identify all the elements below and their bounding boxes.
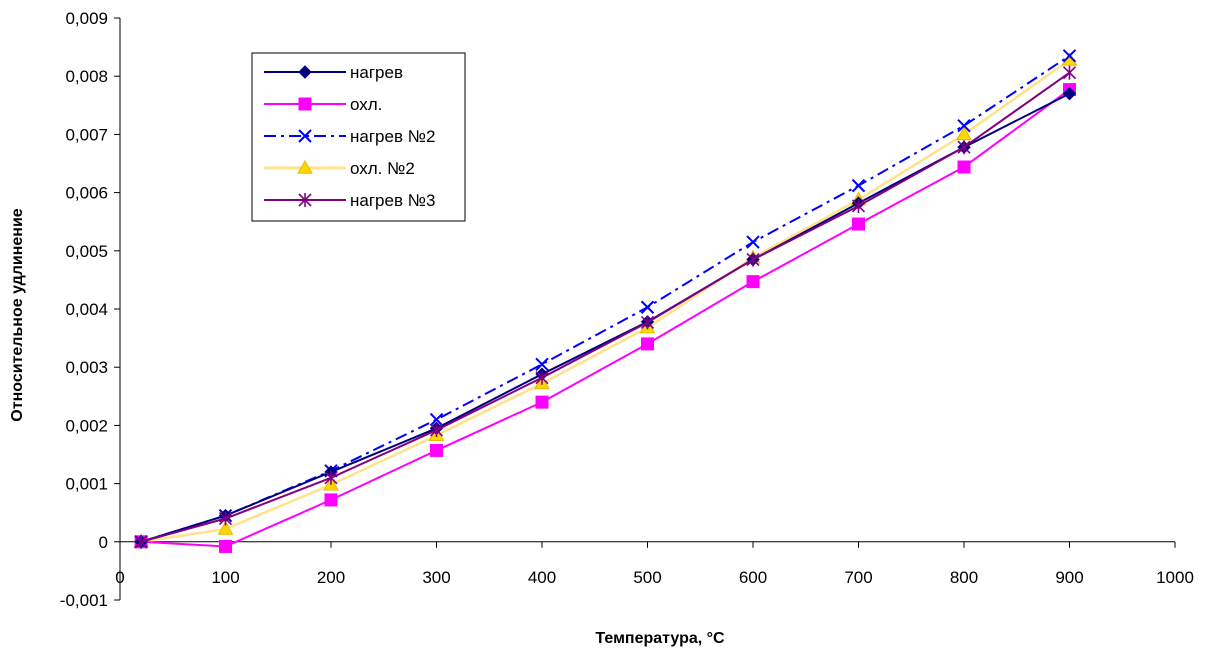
y-tick-label: 0,006 <box>65 184 108 203</box>
y-tick-label: 0,002 <box>65 416 108 435</box>
legend-label: охл. №2 <box>350 159 415 178</box>
series-2-line <box>141 88 1071 548</box>
series-2-point <box>324 493 338 507</box>
series-3-point-stroke <box>957 118 971 133</box>
series-2 <box>134 83 1076 553</box>
series-5-point <box>851 198 866 213</box>
y-tick-label: -0,001 <box>60 591 108 610</box>
x-tick-label: 600 <box>739 568 767 587</box>
axes: -0,001 0 0,001 0,002 0,003 0,004 0,005 0,006 0,0… <box>60 9 1194 610</box>
legend-item: охл. <box>264 95 382 114</box>
series-5-point <box>134 534 148 549</box>
legend: нагрев охл. нагрев №2 охл. №2 нагрев №3 <box>251 52 466 222</box>
y-tick-label: 0,005 <box>65 242 108 261</box>
legend-label: нагрев №2 <box>350 127 435 146</box>
x-tick-label: 700 <box>844 568 872 587</box>
series-2-point <box>746 275 760 289</box>
y-tick-label: 0,009 <box>65 9 108 28</box>
x-tick-label: 0 <box>115 568 124 587</box>
legend-marker <box>297 159 313 174</box>
series-3-point-stroke <box>429 412 444 427</box>
legend-marker <box>298 129 312 143</box>
series-1-point <box>1062 86 1077 101</box>
series-5-point <box>218 511 233 526</box>
series-2-point <box>219 539 232 553</box>
series-5-point <box>640 315 655 330</box>
series-4-point <box>217 520 234 535</box>
series-5 <box>134 65 1077 549</box>
series-3-point-stroke <box>640 300 655 314</box>
y-tick-label: 0,003 <box>65 358 108 377</box>
series-2-point <box>535 395 549 409</box>
series-2-point <box>430 443 443 457</box>
y-tick-label: 0,004 <box>65 300 108 319</box>
series-3-point <box>851 178 866 193</box>
legend-item: нагрев №2 <box>264 127 435 146</box>
series-5-point <box>324 470 338 485</box>
x-tick-label: 400 <box>528 568 556 587</box>
legend-marker <box>298 97 312 111</box>
series-layer <box>133 49 1078 553</box>
y-tick-label: 0,007 <box>65 125 108 144</box>
y-tick-label: 0,008 <box>65 67 108 86</box>
x-tick-label: 100 <box>211 568 239 587</box>
series-3-point <box>957 118 971 133</box>
legend-marker-stroke <box>298 129 312 143</box>
x-tick-label: 900 <box>1055 568 1083 587</box>
series-3-point-stroke <box>535 357 549 371</box>
legend-label: охл. <box>350 95 382 114</box>
series-5-point <box>1062 65 1077 80</box>
legend-box <box>251 52 466 222</box>
series-3-point <box>429 412 444 427</box>
series-3-point <box>640 300 655 314</box>
x-tick-label: 500 <box>633 568 661 587</box>
series-3-point-stroke <box>1062 49 1077 63</box>
series-5-point <box>746 252 760 267</box>
series-3-point <box>746 235 760 249</box>
series-5-line <box>140 71 1071 543</box>
series-2-point <box>852 217 865 231</box>
series-4-point <box>956 126 972 141</box>
legend-marker <box>298 193 312 207</box>
series-3-point-stroke <box>746 235 760 249</box>
legend-label: нагрев <box>350 63 403 82</box>
legend-item: охл. №2 <box>264 159 415 178</box>
series-3-point <box>535 357 549 371</box>
series-1-line <box>140 92 1070 543</box>
legend-item: нагрев <box>264 63 403 82</box>
x-tick-label: 300 <box>422 568 450 587</box>
y-axis-title: Относительное удлинение <box>9 208 26 421</box>
y-tick-label: 0,001 <box>65 475 108 494</box>
y-tick-label: 0 <box>99 533 108 552</box>
legend-item: нагрев №3 <box>264 191 435 210</box>
series-5-point <box>429 423 444 438</box>
series-3-point <box>1062 49 1077 63</box>
legend-label: нагрев №3 <box>350 191 435 210</box>
series-5-point <box>535 370 549 385</box>
legend-marker <box>298 65 312 79</box>
series-2-point <box>957 160 971 174</box>
series-3-point-stroke <box>851 178 866 193</box>
x-tick-label: 1000 <box>1156 568 1194 587</box>
series-2-point <box>641 337 654 351</box>
series-5-point <box>957 140 971 155</box>
x-tick-label: 800 <box>950 568 978 587</box>
series-4-line <box>140 58 1071 544</box>
x-axis-title: Температура, °C <box>595 630 725 647</box>
x-tick-label: 200 <box>317 568 345 587</box>
